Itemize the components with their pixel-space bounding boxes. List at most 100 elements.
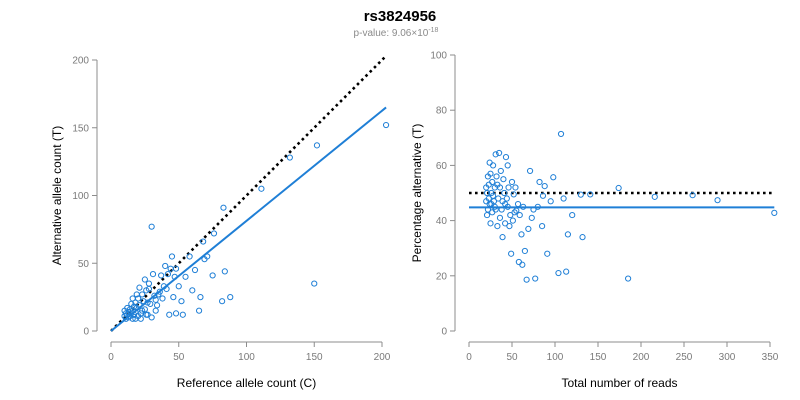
data-point bbox=[166, 311, 173, 318]
y-tick-label: 100 bbox=[72, 191, 89, 202]
data-point bbox=[521, 247, 529, 255]
data-point bbox=[496, 214, 504, 221]
data-point bbox=[510, 191, 517, 198]
data-point bbox=[508, 250, 515, 257]
data-point bbox=[186, 253, 193, 260]
data-point bbox=[555, 269, 562, 277]
chart-title: rs3824956 bbox=[364, 8, 437, 25]
fit-line bbox=[110, 106, 387, 332]
data-point bbox=[544, 250, 551, 257]
x-tick-label: 200 bbox=[633, 352, 650, 363]
data-point bbox=[129, 295, 136, 302]
data-point bbox=[532, 275, 539, 282]
data-point bbox=[148, 223, 155, 230]
y-tick-label: 80 bbox=[436, 106, 448, 117]
data-point bbox=[197, 294, 204, 301]
data-point bbox=[560, 195, 567, 202]
data-point bbox=[499, 234, 506, 241]
data-point bbox=[714, 197, 721, 204]
data-point bbox=[526, 167, 534, 175]
data-point bbox=[139, 307, 146, 314]
data-point bbox=[502, 220, 509, 227]
data-point bbox=[506, 223, 513, 230]
pvalue-subtitle: p-value: 9.06×10-18 bbox=[354, 27, 439, 39]
data-point bbox=[502, 154, 510, 161]
x-tick-label: 100 bbox=[547, 352, 564, 363]
data-point bbox=[143, 287, 150, 294]
data-point bbox=[505, 184, 512, 191]
data-point bbox=[536, 178, 543, 186]
data-point bbox=[493, 173, 500, 180]
y-axis-label: Alternative allele count (T) bbox=[50, 126, 64, 265]
data-point bbox=[172, 310, 180, 317]
reference-dotted-line bbox=[110, 55, 387, 332]
y-tick-label: 150 bbox=[72, 123, 89, 134]
y-tick-label: 60 bbox=[436, 161, 448, 172]
data-point bbox=[557, 130, 565, 138]
data-point bbox=[587, 191, 594, 198]
data-point bbox=[487, 220, 494, 227]
x-tick-label: 150 bbox=[306, 352, 323, 363]
data-point bbox=[489, 209, 496, 216]
data-point bbox=[504, 162, 511, 169]
data-point bbox=[210, 230, 218, 237]
data-point bbox=[220, 204, 227, 211]
data-point bbox=[382, 121, 390, 129]
y-tick-label: 200 bbox=[72, 56, 89, 67]
data-point bbox=[496, 149, 503, 157]
data-point bbox=[515, 258, 522, 266]
x-tick-label: 50 bbox=[173, 352, 185, 363]
data-point bbox=[503, 195, 510, 202]
data-point bbox=[541, 183, 548, 190]
data-point bbox=[159, 295, 166, 302]
data-point bbox=[539, 223, 546, 230]
data-point bbox=[499, 198, 506, 205]
data-point bbox=[489, 162, 497, 169]
data-point bbox=[625, 275, 632, 282]
data-point bbox=[311, 280, 318, 287]
data-point bbox=[151, 292, 158, 299]
data-point bbox=[227, 294, 234, 301]
x-axis-label: Reference allele count (C) bbox=[177, 376, 316, 390]
data-point bbox=[484, 173, 492, 180]
data-point bbox=[550, 174, 557, 181]
x-tick-label: 200 bbox=[374, 352, 391, 363]
data-point bbox=[651, 193, 658, 200]
data-point bbox=[175, 283, 182, 290]
data-point bbox=[507, 211, 514, 219]
data-point bbox=[136, 284, 143, 291]
data-point bbox=[483, 198, 490, 205]
x-tick-label: 0 bbox=[466, 352, 472, 363]
data-point bbox=[495, 195, 502, 202]
data-point bbox=[167, 265, 174, 272]
y-tick-label: 100 bbox=[430, 51, 447, 62]
data-point bbox=[525, 225, 532, 232]
data-point bbox=[516, 211, 523, 219]
data-point bbox=[152, 307, 159, 314]
y-tick-label: 40 bbox=[436, 216, 448, 227]
data-point bbox=[497, 167, 504, 175]
data-point bbox=[178, 298, 185, 305]
data-point bbox=[489, 192, 497, 199]
x-tick-label: 0 bbox=[108, 352, 114, 363]
data-point bbox=[156, 288, 163, 295]
data-point bbox=[508, 178, 516, 186]
data-point bbox=[221, 268, 228, 275]
left-scatter-panel: 0 50 100 150 200 0 50 100 150 200 Reference allele… bbox=[50, 55, 391, 390]
x-tick-label: 250 bbox=[676, 352, 693, 363]
y-tick-label: 50 bbox=[78, 259, 90, 270]
data-point bbox=[689, 192, 696, 199]
data-point bbox=[511, 209, 518, 216]
x-tick-label: 50 bbox=[506, 352, 518, 363]
data-point bbox=[133, 291, 140, 298]
data-point bbox=[501, 189, 508, 197]
x-axis-label: Total number of reads bbox=[561, 376, 677, 390]
data-point bbox=[509, 217, 516, 224]
data-point bbox=[170, 294, 177, 301]
y-tick-label: 20 bbox=[436, 271, 448, 282]
data-point bbox=[494, 181, 501, 188]
data-point bbox=[168, 253, 176, 260]
data-point bbox=[483, 184, 490, 191]
data-point bbox=[189, 287, 196, 294]
